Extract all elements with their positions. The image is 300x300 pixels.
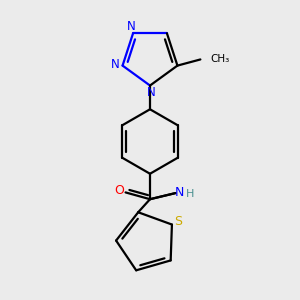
Text: CH₃: CH₃ <box>211 54 230 64</box>
Text: N: N <box>147 86 156 99</box>
Text: S: S <box>174 214 182 228</box>
Text: H: H <box>186 189 195 199</box>
Text: O: O <box>114 184 124 197</box>
Text: N: N <box>127 20 136 33</box>
Text: N: N <box>111 58 119 71</box>
Text: N: N <box>175 186 184 199</box>
